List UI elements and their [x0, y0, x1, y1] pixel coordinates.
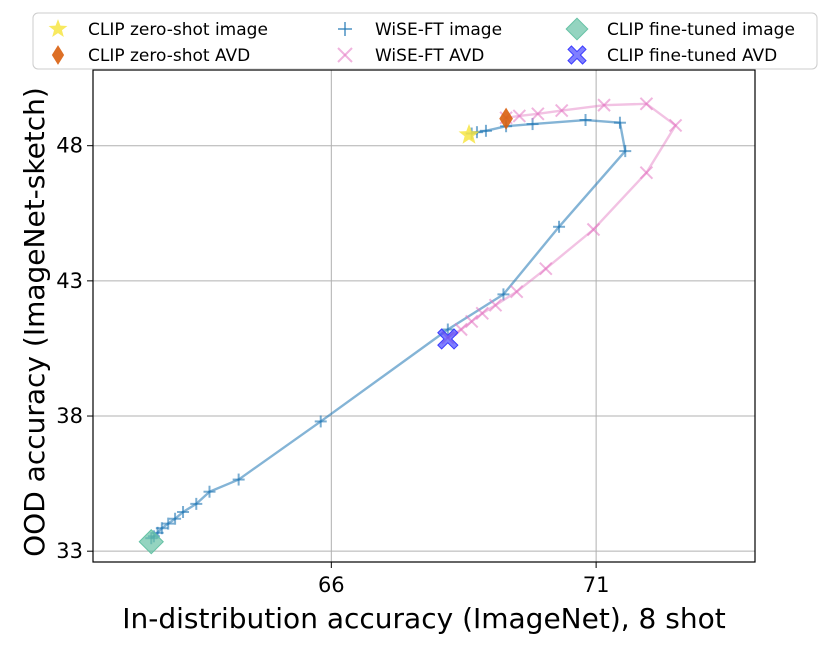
y-tick-label: 48 [56, 134, 83, 158]
wise-ft-image-point [497, 288, 510, 301]
legend: CLIP zero-shot image CLIP zero-shot AVD Wi… [32, 12, 818, 70]
clip-fine-tuned-image-point [138, 529, 164, 555]
wise-ft-image-point [155, 522, 168, 535]
wise-ft-avd-point [597, 98, 611, 112]
wise-ft-image-legend-marker [338, 22, 352, 36]
legend-box [32, 12, 818, 70]
clip-zero-shot-avd-point [499, 107, 513, 130]
y-axis-title: OOD accuracy (ImageNet-sketch) [18, 87, 51, 557]
wise-ft-avd-point [464, 314, 479, 329]
legend-label: CLIP zero-shot image [88, 20, 268, 40]
grid-lines [93, 70, 755, 562]
legend-label: CLIP zero-shot AVD [88, 46, 250, 66]
wise-ft-image-point [190, 497, 203, 510]
clip-zero-shot-image-legend-marker [48, 19, 68, 38]
x-tick-label: 66 [318, 573, 345, 597]
wise-ft-avd-point [539, 261, 553, 276]
wise-ft-image-point [579, 114, 592, 127]
y-tick-label: 43 [56, 269, 83, 293]
wise-ft-image-point [314, 415, 327, 428]
wise-ft-image-point [203, 485, 216, 498]
wise-ft-image-point [553, 220, 566, 233]
clip-fine-tuned-avd-point [437, 328, 459, 350]
clip-fine-tuned-avd-legend-marker [567, 45, 587, 65]
wise-ft-avd-line [447, 102, 677, 339]
wise-ft-avd-point [512, 109, 527, 123]
clip-zero-shot-avd-legend-marker [51, 45, 65, 65]
wise-ft-avd-point [509, 284, 524, 299]
wise-ft-image-point [613, 116, 626, 129]
y-tick-label: 33 [56, 539, 83, 563]
wise-ft-image-point [162, 517, 175, 530]
points-layer [138, 107, 513, 555]
wise-ft-avd-point [586, 222, 601, 237]
legend-label: WiSE-FT AVD [375, 46, 484, 66]
wise-ft-image-point [232, 473, 245, 486]
wise-ft-image-point [441, 323, 454, 336]
wise-ft-image-point [177, 505, 190, 518]
wise-ft-image-line [150, 118, 627, 540]
clip-zero-shot-image-point [458, 123, 480, 144]
x-axis-title: In-distribution accuracy (ImageNet), 8 s… [122, 602, 725, 635]
wise-ft-avd-legend-marker [337, 47, 353, 63]
wise-ft-avd-point [639, 166, 654, 180]
axis-ticks: 66 71 33 38 43 48 [56, 134, 609, 597]
wise-ft-avd-point [554, 103, 569, 118]
y-tick-label: 38 [56, 404, 83, 428]
wise-ft-avd-point [488, 298, 503, 312]
wise-ft-image-point [619, 145, 632, 158]
legend-label: WiSE-FT image [375, 20, 502, 40]
series-layer [145, 97, 683, 545]
wise-ft-image-point [169, 512, 182, 525]
wise-ft-avd-point [639, 97, 654, 111]
wise-ft-image-point [479, 124, 492, 137]
wise-ft-avd-point [475, 306, 489, 321]
x-tick-label: 71 [583, 573, 610, 597]
wise-ft-avd-point [531, 107, 545, 121]
wise-ft-avd-point [668, 118, 683, 133]
clip-fine-tuned-image-legend-marker [565, 17, 589, 41]
plot-frame [92, 69, 756, 563]
legend-label: CLIP fine-tuned AVD [607, 46, 777, 66]
legend-label: CLIP fine-tuned image [607, 20, 795, 40]
